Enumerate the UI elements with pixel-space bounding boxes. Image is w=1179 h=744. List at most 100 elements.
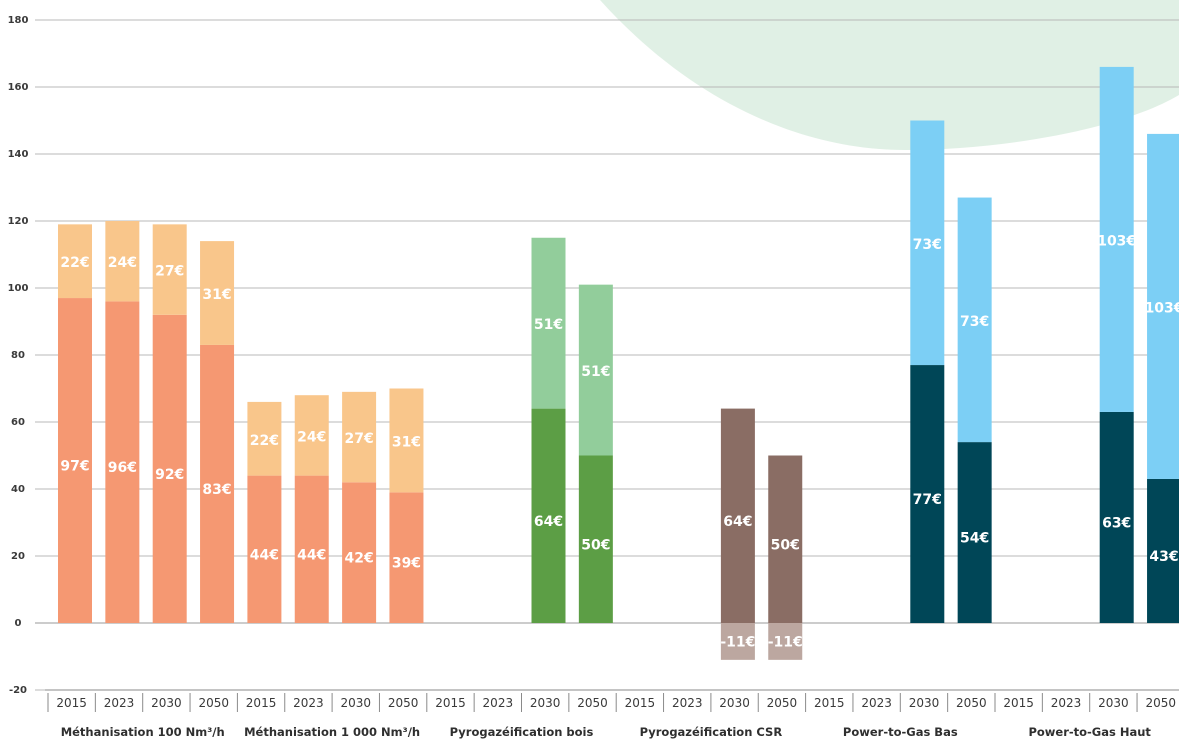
x-tick-label: 2023 — [293, 696, 324, 710]
value-label: 64€ — [534, 514, 563, 530]
value-label: 27€ — [155, 264, 184, 280]
x-tick-label: 2015 — [814, 696, 845, 710]
bar-segment-bottom — [768, 455, 803, 623]
bar-segment-bottom — [531, 408, 566, 623]
y-tick-label: 160 — [8, 82, 29, 93]
x-tick-label: 2050 — [767, 696, 798, 710]
x-tick-label: 2015 — [56, 696, 87, 710]
x-tick-label: 2015 — [246, 696, 277, 710]
bar-segment-bottom — [105, 301, 140, 623]
group-label: Pyrogazéification CSR — [640, 725, 783, 739]
bar-segment-top — [531, 237, 566, 409]
bar-segment-top — [342, 391, 377, 483]
bar-segment-bottom — [957, 442, 992, 623]
value-label: 22€ — [60, 255, 89, 271]
bar-segment-bottom — [58, 298, 92, 623]
y-tick-label: 180 — [8, 15, 29, 26]
x-tick-label: 2030 — [530, 696, 561, 710]
value-label: -11€ — [720, 634, 755, 650]
bar-segment-top — [58, 224, 92, 299]
bar-segment-bottom — [294, 475, 329, 623]
value-label: 103€ — [1097, 233, 1136, 249]
x-tick-label: 2015 — [625, 696, 656, 710]
value-label: 27€ — [344, 431, 373, 447]
bar-segment-bottom — [200, 344, 235, 623]
value-label: 54€ — [960, 531, 989, 547]
bar-segment-bottom — [152, 314, 187, 623]
bar-segment-bottom — [1099, 411, 1134, 623]
value-label: 24€ — [108, 255, 137, 271]
x-tick-label: 2023 — [104, 696, 135, 710]
y-tick-label: 100 — [8, 283, 29, 294]
value-label: 39€ — [392, 556, 421, 572]
value-label: 44€ — [250, 547, 279, 563]
x-tick-label: 2030 — [1098, 696, 1129, 710]
bar-segment-negative — [720, 623, 755, 660]
group-label: Méthanisation 1 000 Nm³/h — [244, 725, 420, 739]
value-label: 73€ — [913, 237, 942, 253]
group-label: Pyrogazéification bois — [450, 725, 594, 739]
background-blob — [600, 0, 1179, 150]
x-tick-label: 2030 — [341, 696, 372, 710]
y-tick-label: 80 — [11, 350, 25, 361]
x-tick-label: 2015 — [1003, 696, 1034, 710]
value-label: 96€ — [108, 460, 137, 476]
bar-segment-bottom — [247, 475, 282, 623]
bar-segment-top — [247, 401, 282, 476]
background-watercolor-blob — [600, 0, 1179, 150]
x-tick-label: 2050 — [388, 696, 419, 710]
value-label: 42€ — [344, 551, 373, 567]
value-labels: 97€ 22€ 96€ 24€ 92€ 27€ 83€ 31€ 44€ 22€ 44€ 24€ 42€ 2… — [60, 233, 1179, 650]
x-tick-label: 2050 — [577, 696, 608, 710]
bar-segment-bottom — [342, 482, 377, 623]
y-tick-label: 20 — [11, 551, 25, 562]
value-label: 51€ — [534, 317, 563, 333]
value-label: 51€ — [581, 364, 610, 380]
x-tick-label: 2030 — [151, 696, 182, 710]
bars — [58, 66, 1179, 660]
y-tick-label: 60 — [11, 417, 25, 428]
x-tick-label: 2050 — [1145, 696, 1176, 710]
x-axis: 2015 2023 2030 2050 Méthanisation 100 Nm³/h 2… — [45, 689, 1179, 739]
value-label: 50€ — [771, 537, 800, 553]
value-label: 77€ — [913, 492, 942, 508]
value-label: 73€ — [960, 314, 989, 330]
value-label: 103€ — [1145, 300, 1179, 316]
x-tick-label: 2030 — [909, 696, 940, 710]
group-label: Power-to-Gas Haut — [1028, 725, 1151, 739]
value-label: 64€ — [723, 514, 752, 530]
group-label: Power-to-Gas Bas — [843, 725, 958, 739]
x-tick-label: 2023 — [672, 696, 703, 710]
bar-segment-bottom — [910, 365, 945, 623]
value-label: 63€ — [1102, 515, 1131, 531]
bar-segment-top — [200, 241, 235, 345]
bar-segment-bottom — [720, 408, 755, 623]
value-label: 50€ — [581, 537, 610, 553]
bar-segment-bottom — [1147, 478, 1179, 623]
y-tick-label: 40 — [11, 484, 25, 495]
y-tick-label: 120 — [8, 216, 29, 227]
bar-segment-bottom — [578, 455, 613, 623]
value-label: 43€ — [1149, 549, 1178, 565]
bar-segment-bottom — [389, 492, 424, 623]
value-label: 44€ — [297, 547, 326, 563]
bar-segment-top — [910, 120, 945, 366]
x-tick-label: 2030 — [719, 696, 750, 710]
y-tick-label: 140 — [8, 149, 29, 160]
bar-segment-top — [1099, 66, 1134, 412]
bar-segment-top — [294, 395, 329, 476]
x-tick-label: 2023 — [483, 696, 514, 710]
value-label: 83€ — [202, 482, 231, 498]
x-tick-label: 2023 — [1051, 696, 1082, 710]
bar-segment-top — [389, 388, 424, 493]
value-label: 31€ — [392, 434, 421, 450]
value-label: 97€ — [60, 459, 89, 475]
y-tick-label: -20 — [9, 685, 27, 696]
bar-segment-top — [957, 197, 992, 443]
value-label: 24€ — [297, 429, 326, 445]
bar-segment-top — [152, 224, 187, 315]
y-tick-label: 0 — [15, 618, 22, 629]
group-label: Méthanisation 100 Nm³/h — [61, 725, 225, 739]
x-tick-label: 2015 — [435, 696, 466, 710]
